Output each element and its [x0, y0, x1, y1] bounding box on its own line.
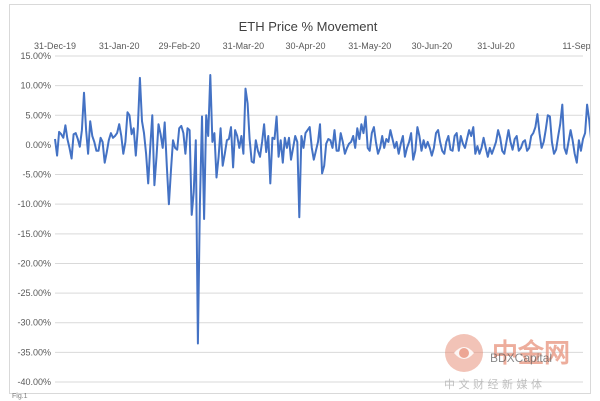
x-tick-label: 31-Mar-20	[223, 41, 265, 51]
y-tick-label: 15.00%	[20, 51, 51, 61]
chart-title: ETH Price % Movement	[239, 19, 378, 34]
series-layer	[54, 74, 590, 345]
x-axis-tick-labels: 31-Dec-19 31-Jan-20 29-Feb-20 31-Mar-20 30-A…	[34, 41, 590, 51]
y-tick-label: -20.00%	[17, 258, 51, 268]
x-tick-label: 29-Feb-20	[158, 41, 200, 51]
y-tick-label: -15.00%	[17, 229, 51, 239]
y-tick-label: -25.00%	[17, 288, 51, 298]
y-tick-label: 5.00%	[25, 110, 51, 120]
y-axis-tick-labels: 15.00% 10.00% 5.00% 0.00% -5.00% -10.00% -15.0…	[17, 51, 51, 387]
x-tick-label: 31-May-20	[348, 41, 391, 51]
x-tick-label: 30-Jun-20	[412, 41, 453, 51]
x-tick-label: 31-Dec-19	[34, 41, 76, 51]
y-tick-label: -10.00%	[17, 199, 51, 209]
x-tick-label: 11-Sep-20	[562, 41, 590, 51]
gridlines	[55, 55, 583, 383]
y-tick-label: -5.00%	[22, 170, 51, 180]
series-line	[54, 74, 590, 345]
chart-frame: ETH Price % Movement 31-Dec-19 31-Jan-20 2…	[9, 4, 591, 394]
y-tick-label: -40.00%	[17, 377, 51, 387]
y-tick-label: 0.00%	[25, 140, 51, 150]
figure-caption: Fig.1	[12, 393, 28, 400]
y-tick-label: -30.00%	[17, 318, 51, 328]
x-tick-label: 31-Jul-20	[477, 41, 515, 51]
x-tick-label: 31-Jan-20	[99, 41, 140, 51]
y-tick-label: -35.00%	[17, 347, 51, 357]
line-chart: ETH Price % Movement 31-Dec-19 31-Jan-20 2…	[17, 19, 590, 387]
y-tick-label: 10.00%	[20, 81, 51, 91]
x-tick-label: 30-Apr-20	[286, 41, 326, 51]
